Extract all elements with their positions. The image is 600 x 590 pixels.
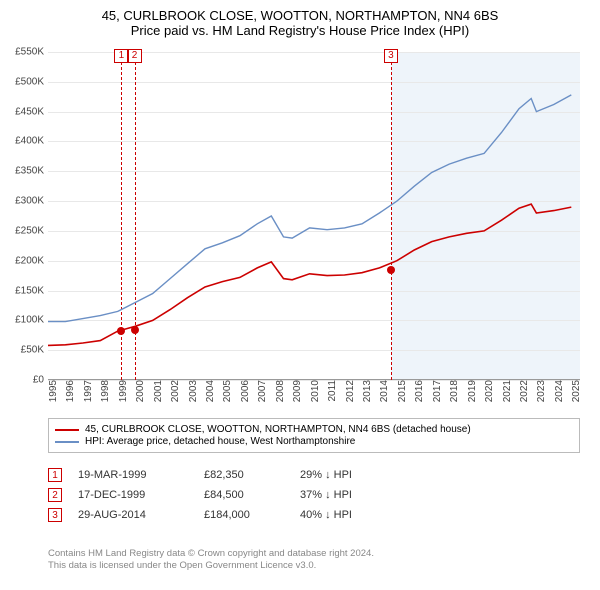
x-tick-label: 2010 <box>306 380 321 402</box>
x-tick-label: 2021 <box>498 380 513 402</box>
sales-table: 1 19-MAR-1999 £82,350 29% ↓ HPI 2 17-DEC-1999… <box>48 462 580 528</box>
x-tick-label: 1998 <box>96 380 111 402</box>
sale-diff: 40% ↓ HPI <box>300 509 352 521</box>
sale-diff: 37% ↓ HPI <box>300 489 352 501</box>
x-tick-label: 2009 <box>288 380 303 402</box>
title-line-1: 45, CURLBROOK CLOSE, WOOTTON, NORTHAMPTO… <box>0 8 600 23</box>
x-tick-label: 2006 <box>236 380 251 402</box>
legend-swatch <box>55 441 79 443</box>
legend-row: HPI: Average price, detached house, West… <box>55 436 573 447</box>
sale-number: 1 <box>48 468 62 482</box>
sale-price: £184,000 <box>204 509 284 521</box>
legend-label: HPI: Average price, detached house, West… <box>85 436 355 447</box>
y-tick-label: £100K <box>15 315 48 326</box>
x-tick-label: 2014 <box>375 380 390 402</box>
legend-label: 45, CURLBROOK CLOSE, WOOTTON, NORTHAMPTO… <box>85 424 471 435</box>
y-tick-label: £400K <box>15 136 48 147</box>
attribution-line-2: This data is licensed under the Open Gov… <box>48 560 580 572</box>
chart-area: £0£50K£100K£150K£200K£250K£300K£350K£400… <box>48 52 580 380</box>
attribution-line-1: Contains HM Land Registry data © Crown c… <box>48 548 580 560</box>
x-tick-label: 2000 <box>131 380 146 402</box>
sale-number: 2 <box>48 488 62 502</box>
x-tick-label: 2012 <box>341 380 356 402</box>
x-tick-label: 2004 <box>201 380 216 402</box>
x-tick-label: 2023 <box>532 380 547 402</box>
x-tick-label: 2008 <box>271 380 286 402</box>
x-tick-label: 1996 <box>61 380 76 402</box>
legend-row: 45, CURLBROOK CLOSE, WOOTTON, NORTHAMPTO… <box>55 424 573 435</box>
x-tick-label: 1997 <box>79 380 94 402</box>
x-tick-label: 1995 <box>44 380 59 402</box>
sale-price: £82,350 <box>204 469 284 481</box>
x-tick-label: 2020 <box>480 380 495 402</box>
y-tick-label: £50K <box>21 345 48 356</box>
series-svg <box>48 52 580 380</box>
attribution: Contains HM Land Registry data © Crown c… <box>48 548 580 573</box>
y-tick-label: £300K <box>15 196 48 207</box>
y-tick-label: £200K <box>15 255 48 266</box>
x-tick-label: 2016 <box>410 380 425 402</box>
x-tick-label: 2002 <box>166 380 181 402</box>
x-tick-label: 2001 <box>149 380 164 402</box>
y-tick-label: £350K <box>15 166 48 177</box>
sale-row: 3 29-AUG-2014 £184,000 40% ↓ HPI <box>48 508 580 522</box>
sale-number: 3 <box>48 508 62 522</box>
y-tick-label: £150K <box>15 285 48 296</box>
sale-row: 2 17-DEC-1999 £84,500 37% ↓ HPI <box>48 488 580 502</box>
sale-price: £84,500 <box>204 489 284 501</box>
series-line <box>48 95 571 322</box>
sale-diff: 29% ↓ HPI <box>300 469 352 481</box>
legend: 45, CURLBROOK CLOSE, WOOTTON, NORTHAMPTO… <box>48 418 580 453</box>
y-tick-label: £250K <box>15 225 48 236</box>
x-tick-label: 2017 <box>428 380 443 402</box>
title-line-2: Price paid vs. HM Land Registry's House … <box>0 23 600 38</box>
sale-date: 19-MAR-1999 <box>78 469 188 481</box>
series-line <box>48 204 571 345</box>
x-tick-label: 1999 <box>114 380 129 402</box>
x-tick-label: 2024 <box>550 380 565 402</box>
x-tick-label: 2025 <box>567 380 582 402</box>
y-tick-label: £450K <box>15 106 48 117</box>
x-tick-label: 2018 <box>445 380 460 402</box>
x-tick-label: 2022 <box>515 380 530 402</box>
sale-date: 29-AUG-2014 <box>78 509 188 521</box>
x-tick-label: 2011 <box>323 380 338 402</box>
chart-title-block: 45, CURLBROOK CLOSE, WOOTTON, NORTHAMPTO… <box>0 0 600 42</box>
sale-row: 1 19-MAR-1999 £82,350 29% ↓ HPI <box>48 468 580 482</box>
x-tick-label: 2015 <box>393 380 408 402</box>
x-tick-label: 2019 <box>463 380 478 402</box>
y-tick-label: £550K <box>15 47 48 58</box>
x-tick-label: 2013 <box>358 380 373 402</box>
x-tick-label: 2007 <box>253 380 268 402</box>
y-tick-label: £500K <box>15 76 48 87</box>
legend-swatch <box>55 429 79 431</box>
x-tick-label: 2003 <box>184 380 199 402</box>
x-tick-label: 2005 <box>218 380 233 402</box>
sale-date: 17-DEC-1999 <box>78 489 188 501</box>
